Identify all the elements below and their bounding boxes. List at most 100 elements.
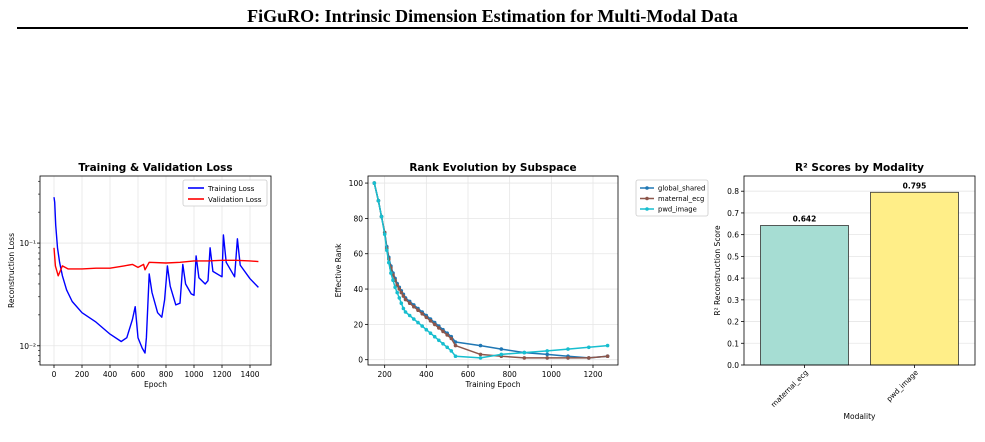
header-rule [17,27,968,29]
data-point-pwd-image [424,327,429,332]
y-tick-label: 80 [353,214,363,223]
legend-label: Validation Loss [208,195,262,204]
chart-rank-evolution: 200 400 600 800 1000 1200 0 20 40 60 80 100 Rank Evo… [334,162,709,389]
y-axis-label: Reconstruction Loss [7,233,16,308]
data-point-maternal-ecg [428,319,433,323]
x-tick-label: 1400 [240,370,259,379]
data-point-pwd-image [376,198,381,203]
series-line-maternal-ecg [373,182,608,359]
data-point-pwd-image [382,232,387,237]
data-point-pwd-image [397,296,402,300]
y-tick-label: 0 [358,356,363,365]
data-point-pwd-image [401,306,406,311]
legend-label: pwd_image [658,206,697,214]
x-tick-label: maternal_ecg [769,368,810,409]
x-tick-label: pwd_image [885,368,921,404]
y-tick-label: 0.8 [727,187,739,196]
data-point-maternal-ecg [432,322,437,327]
x-tick-label: 200 [378,370,393,379]
data-point-pwd-image [393,285,397,290]
x-axis-label: Modality [844,412,877,421]
bar-pwd-image [870,191,959,366]
legend: global_shared maternal_ecg pwd_image [635,179,709,217]
legend-marker [645,186,649,190]
data-point-maternal-ecg [545,356,549,360]
data-point-maternal-ecg [407,301,412,306]
data-point-maternal-ecg [441,329,445,334]
series-line-validation-loss [53,247,259,277]
data-point-pwd-image [420,324,425,328]
legend-marker [645,207,649,211]
data-point-maternal-ecg [449,336,454,341]
series-line-pwd-image [373,182,608,359]
bar-maternal-ecg [760,225,849,366]
y-tick-label: 0.7 [727,209,739,218]
data-point-pwd-image [412,317,416,321]
data-point-pwd-image [566,347,570,351]
data-point-maternal-ecg [478,352,483,357]
x-axis-label: Training Epoch [465,380,521,389]
legend-box [635,179,709,217]
x-tick-label: 800 [503,370,518,379]
data-point-pwd-image [478,356,483,360]
data-point-maternal-ecg [416,308,420,313]
data-point-pwd-image [587,345,591,350]
data-point-maternal-ecg [397,287,402,291]
data-point-maternal-ecg [522,356,527,360]
data-point-pwd-image [387,260,391,265]
data-point-maternal-ecg [420,312,425,316]
data-point-global-shared [478,343,483,348]
y-tick-label: 100 [349,179,364,188]
y-tick-label: 40 [353,285,363,294]
data-point-pwd-image [372,181,377,185]
y-tick-label: 10⁻² [19,342,36,351]
data-point-pwd-image [428,331,433,336]
y-tick-label: 60 [353,250,363,259]
data-point-pwd-image [437,338,441,343]
bar-value-label: 0.642 [793,215,817,224]
x-tick-label: 200 [75,370,90,379]
data-point-maternal-ecg [445,333,450,337]
x-tick-label: 1000 [542,370,561,379]
data-point-maternal-ecg [587,356,591,360]
data-point-pwd-image [445,345,450,350]
data-point-pwd-image [449,349,454,353]
x-tick-label: 600 [131,370,146,379]
plot-frame [39,175,272,366]
chart-title: Rank Evolution by Subspace [409,162,576,174]
data-point-maternal-ecg [412,304,416,309]
legend-marker [645,196,649,201]
data-point-maternal-ecg [403,297,408,302]
data-point-pwd-image [605,343,610,348]
data-point-pwd-image [389,271,393,275]
data-point-maternal-ecg [401,294,406,298]
x-tick-label: 0 [52,370,57,379]
chart-title: R² Scores by Modality [795,162,924,174]
legend-label: Training Loss [207,184,255,193]
y-tick-label: 0.0 [727,361,739,370]
data-point-pwd-image [441,342,445,346]
legend: Training Loss Validation Loss [182,179,268,207]
legend-label: maternal_ecg [658,195,704,203]
y-tick-label: 0.6 [727,231,739,240]
data-point-maternal-ecg [566,356,570,360]
data-point-pwd-image [395,290,400,295]
chart-training-loss: 0 200 400 600 800 1000 1200 1400 10⁻² 10⁻¹ Trainin… [7,162,272,389]
x-tick-label: 1200 [212,370,231,379]
series-line-global-shared [373,182,608,359]
data-point-maternal-ecg [605,354,610,359]
legend-label: global_shared [658,185,705,193]
x-tick-label: 1000 [184,370,203,379]
x-tick-label: 400 [103,370,118,379]
chart-title: Training & Validation Loss [78,162,232,174]
x-axis-label: Epoch [144,380,167,389]
series-line-training-loss [53,197,259,354]
data-point-pwd-image [453,354,458,359]
data-point-pwd-image [379,214,384,219]
data-point-pwd-image [399,301,404,306]
y-tick-label: 0.4 [727,274,739,283]
data-point-global-shared [499,347,504,351]
y-tick-label: 0.5 [727,252,739,261]
data-point-pwd-image [432,334,437,339]
chart-r2-scores: 0.0 0.1 0.2 0.3 0.4 0.5 0.6 0.7 0.8 0.642 maternal… [713,162,976,421]
